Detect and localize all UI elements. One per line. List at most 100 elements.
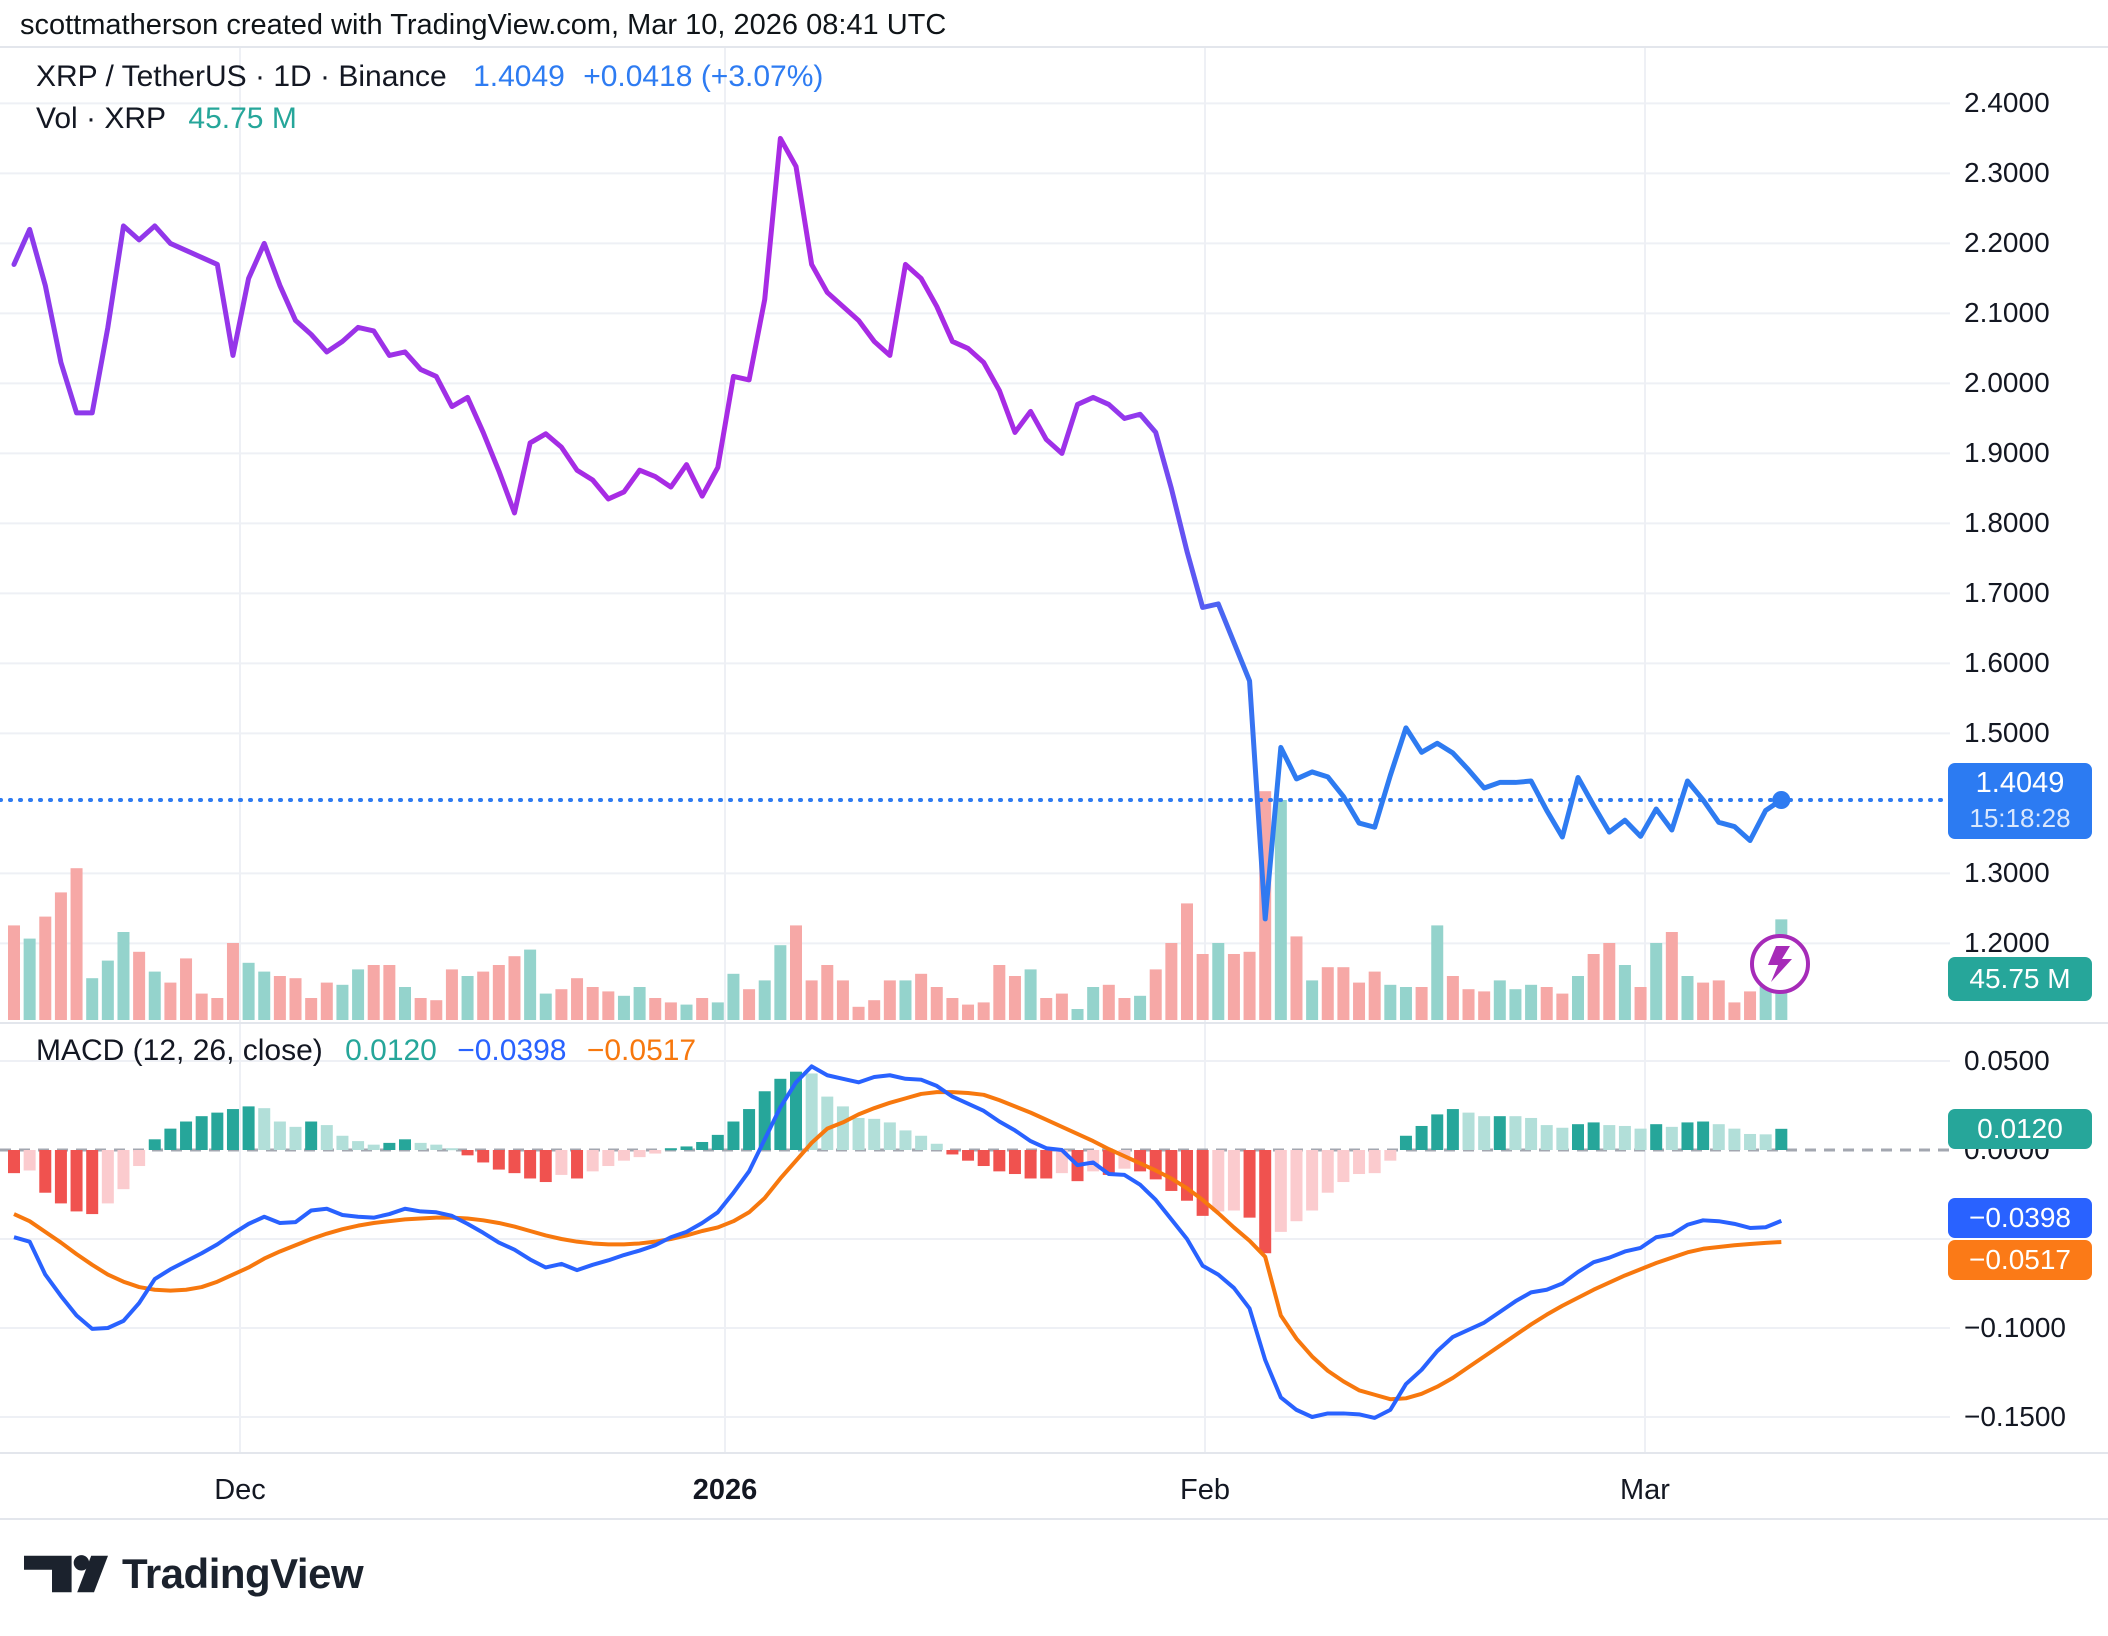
macd-hist-bar xyxy=(101,1150,114,1204)
volume-bar xyxy=(1040,998,1053,1020)
volume-bar xyxy=(805,980,818,1020)
macd-hist-bar xyxy=(1525,1117,1538,1150)
macd-hist-bar xyxy=(1384,1150,1397,1161)
volume-bar xyxy=(680,1004,693,1020)
macd-hist-bar xyxy=(930,1143,943,1150)
macd-hist-bar xyxy=(993,1150,1006,1172)
legend-last-price: 1.4049 xyxy=(473,60,565,93)
tradingview-logo[interactable]: TradingView xyxy=(24,1550,364,1598)
macd-hist-bar xyxy=(899,1130,912,1150)
macd-hist-bar xyxy=(70,1150,83,1212)
macd-hist-bar xyxy=(1618,1125,1631,1150)
volume-legend-row[interactable]: Vol · XRP 45.75 M xyxy=(36,100,297,138)
volume-bar xyxy=(1149,969,1162,1020)
volume-bar xyxy=(1274,800,1287,1020)
symbol-legend-row[interactable]: XRP / TetherUS · 1D · Binance 1.4049 +0.… xyxy=(36,58,823,96)
macd-hist-bar xyxy=(1493,1116,1506,1150)
volume-bar xyxy=(1290,936,1303,1020)
macd-hist-bar xyxy=(617,1150,630,1161)
price-axis-label: 1.9000 xyxy=(1964,437,2050,469)
legend-change: +0.0418 (+3.07%) xyxy=(583,60,824,93)
macd-hist-bar xyxy=(664,1148,677,1151)
price-axis-label: 1.8000 xyxy=(1964,507,2050,539)
volume-bar xyxy=(1024,969,1037,1020)
macd-hist-bar xyxy=(445,1148,458,1151)
volume-bar xyxy=(821,965,834,1020)
macd-hist-bar xyxy=(1587,1122,1600,1150)
volume-bar xyxy=(1181,903,1193,1020)
macd-hist-bar xyxy=(1509,1116,1522,1150)
volume-bar xyxy=(1306,980,1319,1020)
macd-hist-bar xyxy=(399,1139,411,1150)
volume-bar xyxy=(602,991,615,1020)
lightning-bolt-button[interactable] xyxy=(1750,934,1810,994)
price-line-series xyxy=(11,135,1784,922)
volume-bar xyxy=(1368,971,1381,1020)
macd-hist-bar xyxy=(226,1109,239,1150)
macd-line-tag: −0.0398 xyxy=(1948,1198,2092,1238)
volume-bar xyxy=(1243,951,1256,1020)
volume-bar xyxy=(414,998,427,1020)
time-axis-separator xyxy=(0,1452,2108,1454)
volume-bar xyxy=(1384,984,1397,1020)
macd-hist-bar xyxy=(414,1142,427,1150)
attribution-header: scottmatherson created with TradingView.… xyxy=(20,9,947,41)
volume-bar xyxy=(649,998,662,1020)
volume-bar xyxy=(101,960,114,1020)
macd-hist-bar xyxy=(1556,1127,1569,1150)
volume-bar xyxy=(711,1002,724,1020)
volume-bar xyxy=(1415,987,1428,1020)
macd-hist-bar xyxy=(571,1150,584,1179)
macd-hist-bar xyxy=(1634,1128,1647,1150)
volume-bar xyxy=(273,976,286,1020)
price-axis-label: 2.2000 xyxy=(1964,227,2050,259)
volume-bar xyxy=(539,993,552,1020)
macd-hist-bar xyxy=(539,1150,552,1183)
volume-bar xyxy=(23,938,36,1020)
pane-separator[interactable] xyxy=(0,1022,2108,1024)
volume-bar xyxy=(1321,967,1334,1020)
volume-bar xyxy=(1618,965,1631,1020)
macd-hist-bar xyxy=(1212,1150,1225,1212)
macd-hist-bar xyxy=(1353,1150,1366,1175)
volume-bar xyxy=(727,973,740,1020)
price-axis-label: 1.3000 xyxy=(1964,857,2050,889)
macd-hist-bar xyxy=(336,1135,349,1150)
macd-hist-bar xyxy=(1462,1112,1475,1150)
volume-bar xyxy=(477,971,490,1020)
macd-hist-bar xyxy=(633,1150,646,1158)
volume-bar xyxy=(1431,925,1444,1020)
macd-hist-bar xyxy=(680,1146,693,1150)
time-axis-label: Mar xyxy=(1620,1474,1670,1506)
macd-hist-bar xyxy=(54,1150,67,1204)
volume-bar xyxy=(774,945,787,1020)
macd-hist-bar xyxy=(461,1150,474,1156)
last-price-tag: 1.4049 15:18:28 xyxy=(1948,763,2092,839)
last-price-tag-value: 1.4049 xyxy=(1975,767,2065,799)
volume-bar xyxy=(586,987,599,1020)
macd-hist-bar xyxy=(258,1108,271,1150)
macd-legend-row[interactable]: MACD (12, 26, close) 0.0120 −0.0398 −0.0… xyxy=(36,1032,696,1070)
time-axis-label: 2026 xyxy=(692,1474,758,1506)
volume-bar xyxy=(524,949,537,1020)
volume-bar xyxy=(899,980,912,1020)
volume-bar xyxy=(1634,987,1647,1020)
macd-hist-bar xyxy=(477,1150,490,1163)
macd-hist-bar xyxy=(8,1150,20,1174)
volume-bar xyxy=(1665,932,1678,1020)
volume-bar xyxy=(445,969,458,1020)
countdown-timer: 15:18:28 xyxy=(1969,803,2071,833)
macd-hist-bar xyxy=(86,1150,99,1215)
macd-signal-tag: −0.0517 xyxy=(1948,1240,2092,1280)
volume-bar xyxy=(1212,943,1225,1020)
macd-hist-bar xyxy=(1165,1150,1178,1191)
macd-hist-bar xyxy=(273,1121,286,1150)
lightning-bolt-icon xyxy=(1768,946,1792,982)
macd-hist-bar xyxy=(492,1150,505,1170)
price-axis-label: 1.5000 xyxy=(1964,717,2050,749)
macd-hist-bar xyxy=(23,1150,36,1171)
volume-bar xyxy=(1353,982,1366,1020)
macd-hist-bar xyxy=(1227,1150,1240,1211)
tradingview-mark-icon xyxy=(24,1555,108,1593)
